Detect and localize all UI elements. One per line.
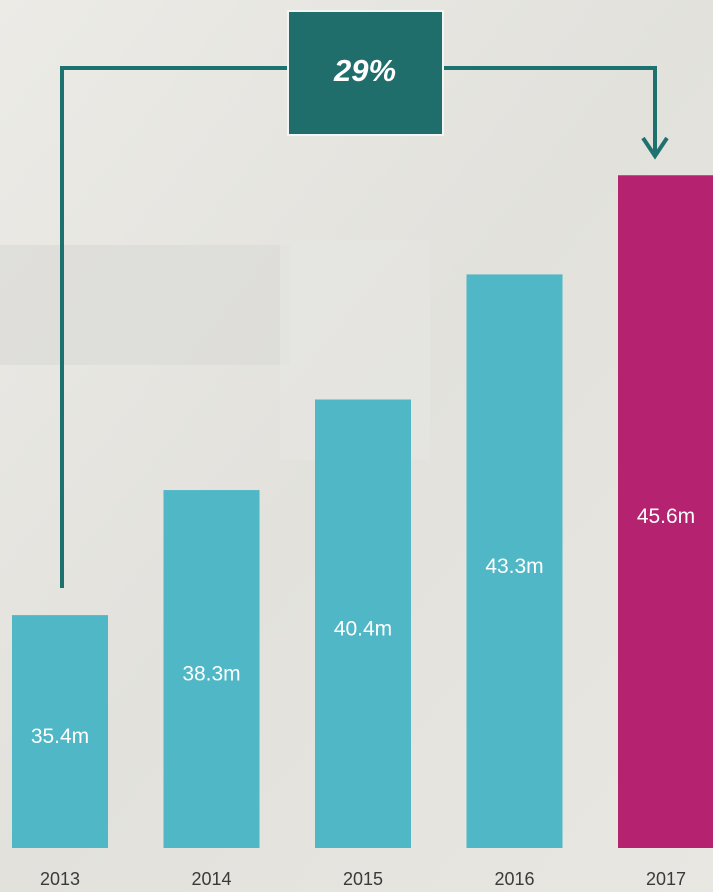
value-label: 45.6m [637,505,695,528]
bar [315,399,411,848]
arrow-head [641,136,669,160]
annotation-text: 29% [333,53,396,88]
x-tick-label: 2017 [646,869,686,889]
value-label: 38.3m [182,663,240,686]
bar [618,175,713,848]
bar [12,615,108,848]
x-tick-label: 2013 [40,869,80,889]
background-shape [0,245,290,365]
x-tick-label: 2014 [191,869,231,889]
annotation-box [287,10,444,136]
value-label: 40.4m [334,617,392,640]
x-tick-label: 2016 [494,869,534,889]
x-tick-label: 2015 [343,869,383,889]
value-label: 43.3m [485,555,543,578]
bar [163,490,260,848]
value-label: 35.4m [31,725,89,748]
bar [466,274,563,848]
